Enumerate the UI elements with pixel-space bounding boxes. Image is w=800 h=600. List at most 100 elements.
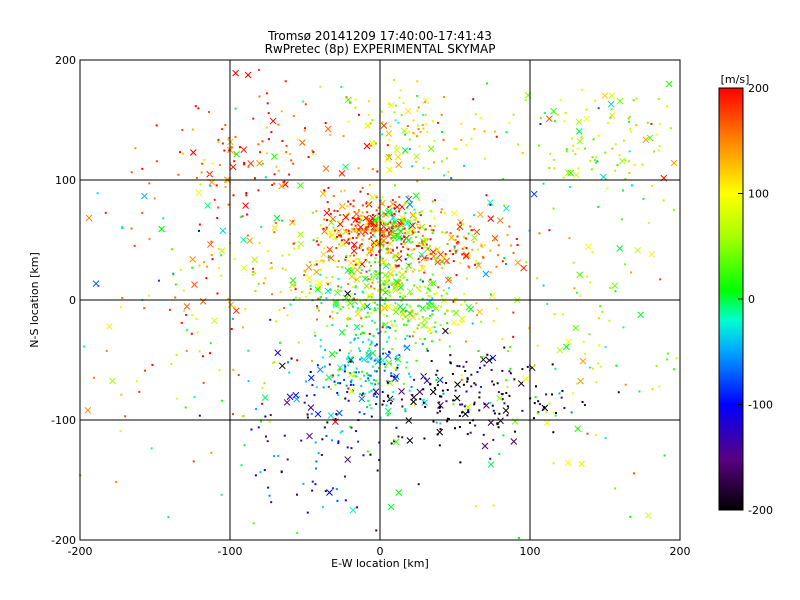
data-point	[638, 390, 641, 393]
data-point	[267, 138, 270, 141]
data-point-cross	[227, 301, 235, 309]
data-point-cross	[369, 349, 377, 357]
data-point	[459, 403, 462, 406]
data-point	[493, 412, 496, 415]
data-point-cross	[550, 107, 557, 115]
data-point	[150, 447, 153, 450]
data-point	[404, 212, 407, 215]
data-point	[355, 236, 358, 239]
data-point	[361, 325, 364, 328]
data-point	[512, 251, 515, 254]
data-point	[121, 227, 124, 230]
data-point	[240, 464, 243, 467]
data-point	[358, 246, 361, 249]
data-point	[433, 307, 436, 310]
data-point	[491, 380, 494, 383]
data-point	[435, 248, 438, 251]
chart-title: Tromsø 20141209 17:40:00-17:41:43	[267, 29, 492, 43]
data-point-cross	[274, 349, 282, 357]
data-point-cross	[336, 364, 344, 371]
data-point	[390, 214, 393, 217]
data-point	[121, 296, 124, 299]
data-point-cross	[327, 229, 334, 236]
data-point	[409, 306, 412, 309]
data-point	[183, 310, 186, 313]
data-point	[453, 245, 456, 248]
data-point	[594, 161, 597, 164]
data-point	[426, 349, 429, 352]
data-point	[370, 357, 373, 360]
data-point-cross	[347, 259, 355, 267]
data-point	[437, 286, 440, 289]
data-point	[353, 338, 356, 341]
data-point-cross	[329, 215, 337, 223]
data-point	[377, 224, 380, 227]
data-point	[528, 229, 531, 232]
data-point-cross	[364, 122, 371, 129]
data-point	[399, 291, 402, 294]
data-point	[412, 231, 415, 234]
data-point-cross	[487, 419, 495, 427]
data-point	[411, 335, 414, 338]
x-tick-label: 100	[520, 545, 541, 558]
data-point	[347, 364, 350, 367]
data-point	[584, 147, 587, 150]
data-point	[344, 475, 347, 478]
data-point-cross	[229, 163, 237, 171]
data-point	[372, 278, 375, 281]
data-point	[597, 317, 600, 320]
data-point	[348, 242, 351, 245]
data-point	[354, 263, 357, 266]
data-point-cross	[240, 146, 248, 154]
data-point	[473, 403, 476, 406]
data-point	[269, 414, 272, 417]
data-point	[320, 453, 323, 456]
data-point	[394, 357, 397, 360]
data-point	[371, 245, 374, 248]
data-point	[375, 195, 378, 198]
data-point	[407, 227, 410, 230]
data-point	[561, 313, 564, 316]
data-point	[456, 249, 459, 252]
data-point-cross	[360, 356, 368, 363]
data-point	[485, 82, 488, 85]
data-point	[360, 394, 363, 397]
data-point-cross	[305, 274, 313, 282]
data-point	[463, 236, 466, 239]
data-point	[304, 295, 307, 298]
data-point	[451, 372, 454, 375]
data-point	[367, 228, 370, 231]
data-point	[366, 260, 369, 263]
data-point	[216, 216, 219, 219]
data-point	[247, 380, 250, 383]
data-point	[413, 208, 416, 211]
data-point	[614, 143, 617, 146]
data-point	[374, 229, 377, 232]
data-point	[630, 184, 633, 187]
data-point	[363, 392, 366, 395]
data-point	[356, 336, 359, 339]
data-point	[179, 151, 182, 154]
data-point-cross	[475, 262, 482, 269]
data-point-cross	[382, 262, 390, 270]
data-point	[454, 389, 457, 392]
data-point	[380, 230, 383, 233]
data-point	[281, 267, 284, 270]
data-point	[323, 218, 326, 221]
data-point-cross	[481, 442, 489, 450]
data-point	[308, 291, 311, 294]
data-point	[354, 333, 357, 336]
data-point-cross	[332, 299, 340, 307]
data-point	[388, 103, 391, 106]
data-point	[368, 391, 371, 394]
data-point	[447, 287, 450, 290]
data-point	[292, 222, 295, 225]
data-point	[406, 361, 409, 364]
data-point	[449, 331, 452, 334]
data-point	[402, 323, 405, 326]
data-point	[221, 128, 224, 131]
data-point	[422, 388, 425, 391]
data-point	[363, 223, 366, 226]
data-point	[315, 386, 318, 389]
data-point	[368, 308, 371, 311]
